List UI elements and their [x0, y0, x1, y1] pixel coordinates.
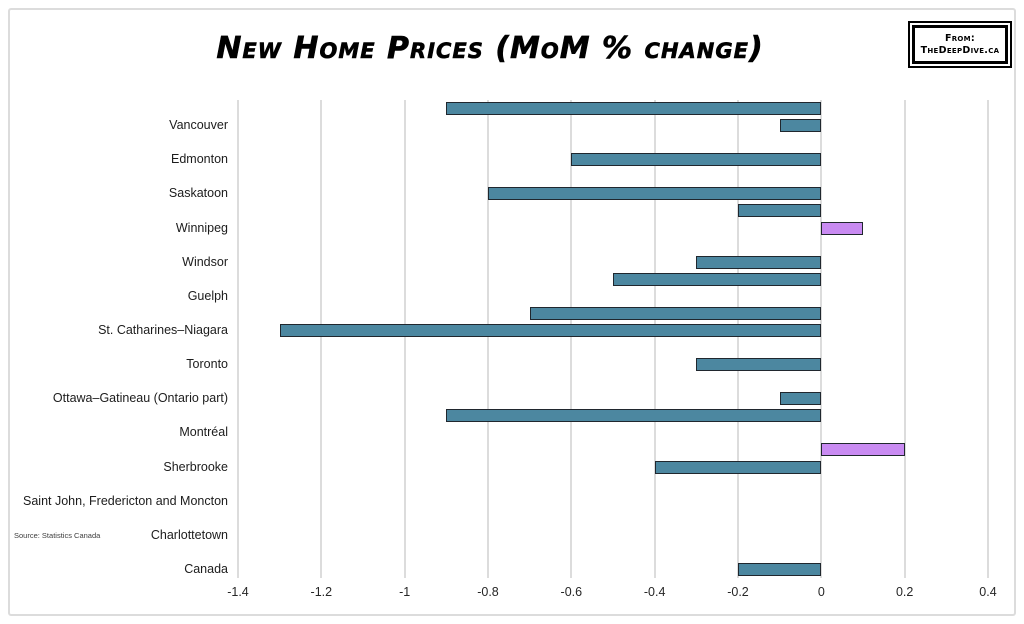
- category-label: Guelph: [187, 288, 228, 303]
- source-badge-inner: From: TheDeepDive.ca: [912, 25, 1008, 64]
- bar-toronto-lower_bar: [696, 358, 822, 372]
- bar-winnipeg-lower_bar: [821, 221, 863, 235]
- gridline--1.2: [320, 100, 323, 578]
- x-tick-label: -1.2: [310, 585, 333, 599]
- category-label: Saint John, Fredericton and Moncton: [23, 493, 228, 508]
- x-tick-label: -0.4: [643, 585, 666, 599]
- gridline-0: [820, 100, 823, 578]
- bar-vancouver-lower_bar: [779, 119, 822, 133]
- x-tick-label: 0.2: [895, 585, 914, 599]
- bar-sherbrooke-upper_bar: [821, 443, 905, 457]
- source-badge: From: TheDeepDive.ca: [908, 21, 1012, 68]
- figure-border: [8, 8, 1016, 616]
- category-label: Toronto: [186, 357, 228, 372]
- bar-st-catharines-niagara-lower_bar: [279, 323, 822, 337]
- x-tick-label: 0.4: [979, 585, 997, 599]
- category-label: Winnipeg: [175, 220, 228, 235]
- gridline--1: [403, 100, 406, 578]
- category-label: Edmonton: [171, 152, 228, 167]
- gridline-0.4: [987, 100, 989, 578]
- category-label: Ottawa–Gatineau (Ontario part): [52, 391, 228, 406]
- bar-windsor-lower_bar: [696, 255, 822, 269]
- bar-guelph-upper_bar: [613, 272, 822, 286]
- source-note: Source: Statistics Canada: [14, 531, 101, 541]
- x-tick-label: -1: [399, 585, 411, 599]
- category-label: Windsor: [182, 254, 228, 269]
- gridline--0.4: [653, 100, 656, 578]
- gridline--1.4: [237, 100, 239, 578]
- gridline-0.2: [903, 100, 906, 578]
- gridline--0.2: [737, 100, 739, 578]
- chart-title: New Home Prices (MoM % change): [216, 31, 764, 67]
- category-label: Vancouver: [169, 118, 228, 133]
- x-tick-label: -0.6: [560, 585, 583, 599]
- x-tick-label: 0: [817, 585, 825, 599]
- category-label: Montréal: [179, 425, 228, 440]
- category-label: Saskatoon: [168, 186, 228, 201]
- bar-ottawa-gatineau-ontario-part--lower_bar: [779, 392, 822, 406]
- badge-line1: From:: [944, 32, 976, 44]
- bar-winnipeg-upper_bar: [738, 204, 822, 218]
- bar-edmonton-lower_bar: [571, 153, 822, 167]
- bar-canada-lower_bar: [738, 562, 822, 576]
- category-label: Charlottetown: [150, 527, 228, 542]
- category-label: St. Catharines–Niagara: [98, 322, 228, 337]
- bar-st-catharines-niagara-upper_bar: [529, 306, 822, 320]
- bar-montr-al-upper_bar: [446, 409, 822, 423]
- bar-sherbrooke-lower_bar: [654, 460, 822, 474]
- category-label: Canada: [184, 561, 228, 576]
- x-tick-label: -0.2: [727, 585, 749, 599]
- bar-vancouver-upper_bar: [446, 102, 822, 116]
- gridline--0.8: [487, 100, 489, 578]
- x-tick-label: -1.4: [227, 585, 249, 599]
- category-label: Sherbrooke: [163, 459, 228, 474]
- gridline--0.6: [570, 100, 573, 578]
- badge-line2: TheDeepDive.ca: [920, 44, 1000, 56]
- bar-saskatoon-lower_bar: [488, 187, 822, 201]
- x-tick-label: -0.8: [477, 585, 499, 599]
